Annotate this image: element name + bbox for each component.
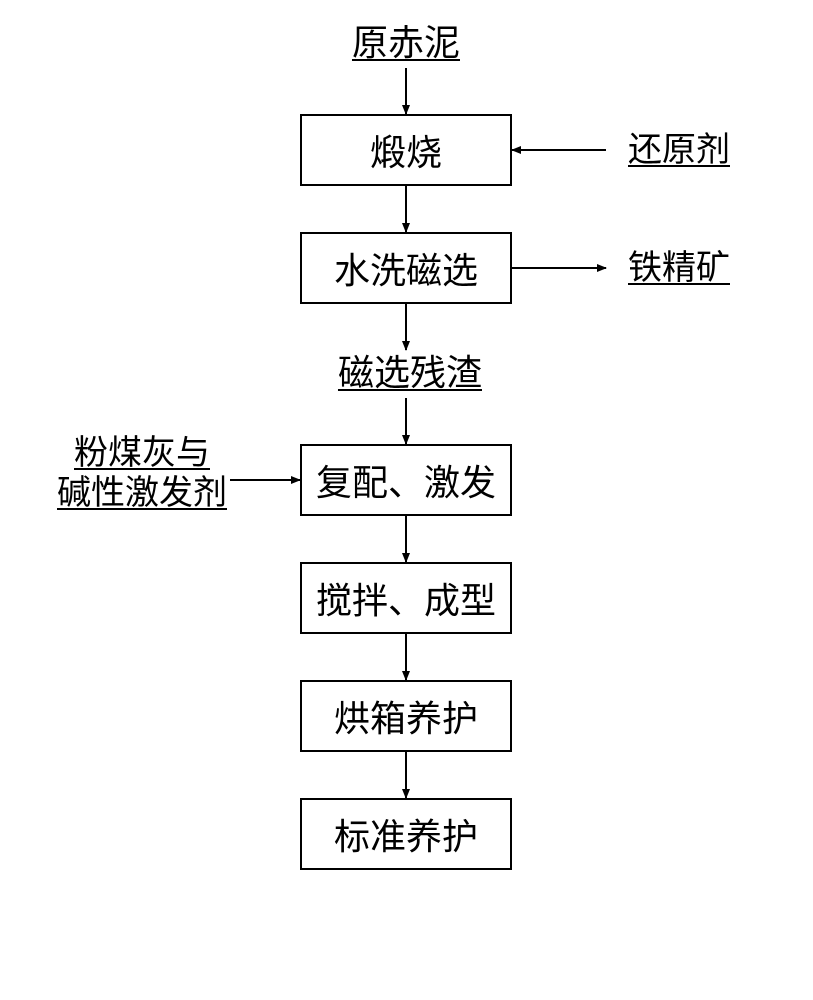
node-step2: 水洗磁选: [300, 232, 512, 304]
side-flyash-2-label: 碱性激发剂: [57, 475, 227, 512]
node-step4-label: 搅拌、成型: [316, 572, 496, 624]
node-step1-label: 煅烧: [370, 124, 442, 176]
side-flyash-2: 碱性激发剂: [44, 474, 240, 514]
node-mid-label: 磁选残渣: [338, 353, 482, 393]
node-step6: 标准养护: [300, 798, 512, 870]
node-start-label: 原赤泥: [352, 23, 460, 63]
side-iron: 铁精矿: [614, 246, 744, 292]
node-step4: 搅拌、成型: [300, 562, 512, 634]
node-step3: 复配、激发: [300, 444, 512, 516]
side-reductant: 还原剂: [614, 128, 744, 174]
side-flyash-1-label: 粉煤灰与: [74, 435, 210, 472]
side-iron-label: 铁精矿: [628, 250, 730, 287]
node-start: 原赤泥: [342, 18, 470, 68]
node-mid: 磁选残渣: [330, 348, 490, 398]
side-flyash-1: 粉煤灰与: [62, 434, 222, 474]
node-step2-label: 水洗磁选: [334, 242, 478, 294]
side-reductant-label: 还原剂: [628, 132, 730, 169]
node-step1: 煅烧: [300, 114, 512, 186]
flowchart-canvas: 原赤泥 煅烧 水洗磁选 磁选残渣 复配、激发 搅拌、成型 烘箱养护 标准养护 还…: [0, 0, 813, 1000]
node-step5: 烘箱养护: [300, 680, 512, 752]
node-step5-label: 烘箱养护: [334, 690, 478, 742]
node-step6-label: 标准养护: [334, 808, 478, 860]
node-step3-label: 复配、激发: [316, 454, 496, 506]
